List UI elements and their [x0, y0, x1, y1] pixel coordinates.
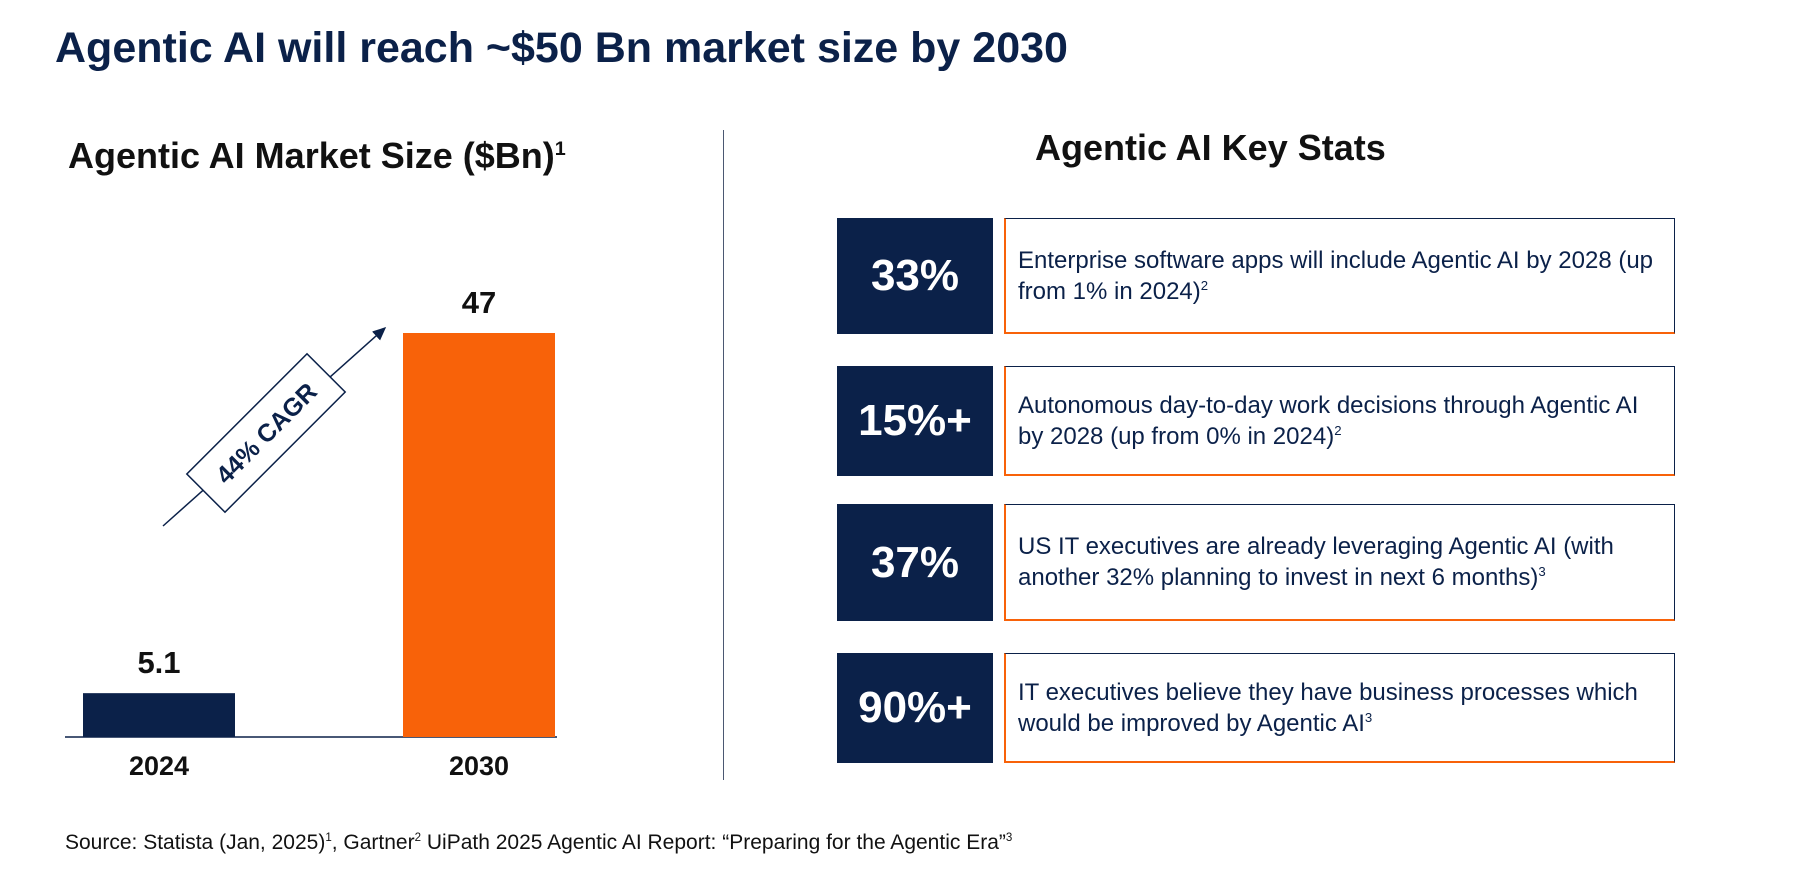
source-fn-2: 2	[414, 832, 422, 844]
stat-text-3: US IT executives are already leveraging …	[1018, 531, 1662, 593]
stat-text-1-body: Enterprise software apps will include Ag…	[1018, 246, 1654, 305]
bar-value-label-2024: 5.1	[137, 645, 180, 680]
source-fn-1: 1	[325, 832, 332, 844]
source-part-3: UiPath 2025 Agentic AI Report: “Preparin…	[421, 831, 1006, 854]
stat-footnote-3: 3	[1538, 564, 1546, 579]
key-stats-title: Agentic AI Key Stats	[1035, 127, 1386, 168]
stat-footnote-1: 2	[1200, 277, 1209, 293]
stat-value-1: 33%	[837, 218, 993, 334]
stat-description-1: Enterprise software apps will include Ag…	[1004, 218, 1675, 334]
chart-title: Agentic AI Market Size ($Bn)1	[68, 135, 566, 177]
source-part-1: Source: Statista (Jan, 2025)	[65, 831, 326, 854]
bar-2030	[403, 333, 555, 737]
stat-text-1: Enterprise software apps will include Ag…	[1018, 245, 1662, 307]
page-title: Agentic AI will reach ~$50 Bn market siz…	[55, 24, 1068, 72]
x-tick-label-2030: 2030	[449, 751, 509, 781]
chart-title-footnote: 1	[554, 138, 566, 160]
stat-text-3-body: US IT executives are already leveraging …	[1018, 533, 1614, 591]
x-tick-label-2024: 2024	[129, 751, 189, 781]
source-part-2: , Gartner	[331, 831, 415, 854]
stat-footnote-4: 3	[1364, 709, 1373, 725]
stat-description-3: US IT executives are already leveraging …	[1004, 504, 1675, 621]
stat-value-2: 15%+	[837, 366, 993, 476]
section-divider	[723, 130, 724, 780]
stat-footnote-2: 2	[1334, 422, 1342, 438]
source-footnote: Source: Statista (Jan, 2025)1, Gartner2 …	[65, 831, 1012, 855]
stat-description-2: Autonomous day-to-day work decisions thr…	[1004, 366, 1675, 476]
stat-description-4: IT executives believe they have business…	[1004, 653, 1675, 763]
bar-2024	[83, 693, 235, 737]
cagr-label-box: 44% CAGR	[185, 352, 347, 514]
chart-title-text: Agentic AI Market Size ($Bn)	[68, 135, 555, 176]
stat-text-4-body: IT executives believe they have business…	[1018, 678, 1638, 737]
stat-text-2-body: Autonomous day-to-day work decisions thr…	[1018, 391, 1639, 450]
market-size-chart: 5.1 47 2024 2030 44% CAGR	[65, 285, 557, 781]
stat-value-4: 90%+	[837, 653, 993, 763]
stat-value-3: 37%	[837, 504, 993, 621]
stat-text-4: IT executives believe they have business…	[1018, 677, 1662, 739]
stat-text-2: Autonomous day-to-day work decisions thr…	[1018, 390, 1662, 452]
bar-value-label-2030: 47	[462, 285, 496, 320]
source-fn-3: 3	[1005, 832, 1013, 844]
